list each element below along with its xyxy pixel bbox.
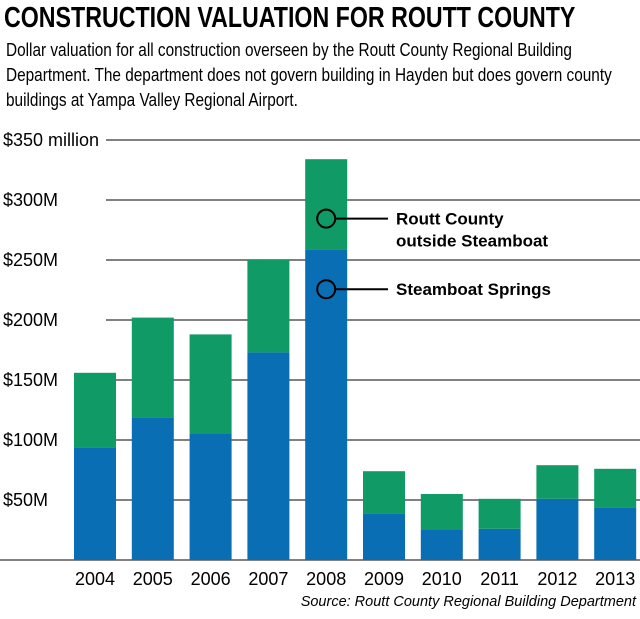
x-tick-label: 2007 xyxy=(248,569,288,589)
x-tick-label: 2009 xyxy=(364,569,404,589)
bar-segment-steamboat-springs-2008 xyxy=(305,249,348,560)
x-tick-label: 2013 xyxy=(595,569,635,589)
callout-label: outside Steamboat xyxy=(396,232,548,251)
bar-segment-steamboat-springs-2004 xyxy=(74,447,116,560)
x-tick-label: 2011 xyxy=(480,569,519,589)
bars xyxy=(74,159,637,560)
bar-segment-steamboat-springs-2006 xyxy=(189,434,232,560)
bar-segment-routt-county-outside-steamboat-2004 xyxy=(74,372,116,448)
chart-title: CONSTRUCTION VALUATION FOR ROUTT COUNTY xyxy=(4,2,576,34)
bar-segment-routt-county-outside-steamboat-2009 xyxy=(363,471,405,514)
y-tick-label: $200M xyxy=(3,310,58,330)
bar-segment-routt-county-outside-steamboat-2008 xyxy=(305,159,348,250)
y-tick-label: $300M xyxy=(3,190,58,210)
x-tick-label: 2012 xyxy=(537,569,577,589)
y-tick-label: $350 million xyxy=(3,130,99,150)
x-tick-label: 2008 xyxy=(306,569,346,589)
y-tick-label: $50M xyxy=(3,490,48,510)
x-axis-category-labels: 2004 2005 2006 2007 2008 2009 2010 2011 2012 2013 xyxy=(75,569,635,589)
y-tick-label: $100M xyxy=(3,430,58,450)
bar-segment-routt-county-outside-steamboat-2005 xyxy=(131,317,174,418)
bar-segment-steamboat-springs-2007 xyxy=(247,352,290,560)
callout-label: Routt County xyxy=(396,210,504,229)
x-tick-label: 2010 xyxy=(422,569,462,589)
bar-segment-steamboat-springs-2005 xyxy=(131,417,174,560)
bar-segment-steamboat-springs-2013 xyxy=(594,507,637,560)
bar-segment-routt-county-outside-steamboat-2011 xyxy=(478,498,521,529)
y-axis-tick-labels: $350 million $300M $250M $200M $150M $100M $50… xyxy=(3,130,99,510)
bar-segment-routt-county-outside-steamboat-2007 xyxy=(247,260,290,353)
bar-segment-routt-county-outside-steamboat-2006 xyxy=(189,334,232,434)
y-tick-label: $150M xyxy=(3,370,58,390)
bar-segment-routt-county-outside-steamboat-2012 xyxy=(536,465,579,499)
x-tick-label: 2005 xyxy=(133,569,173,589)
annotations: Routt County outside Steamboat Steamboat S… xyxy=(316,208,551,300)
callout-label: Steamboat Springs xyxy=(396,280,551,299)
bar-segment-routt-county-outside-steamboat-2010 xyxy=(420,494,463,530)
x-tick-label: 2006 xyxy=(191,569,231,589)
y-tick-label: $250M xyxy=(3,250,58,270)
source-note: Source: Routt County Regional Building D… xyxy=(300,594,636,610)
bar-segment-steamboat-springs-2010 xyxy=(420,530,463,560)
chart-subtitle: Dollar valuation for all construction ov… xyxy=(6,39,612,110)
x-tick-label: 2004 xyxy=(75,569,115,589)
bar-segment-steamboat-springs-2012 xyxy=(536,498,579,560)
bar-segment-steamboat-springs-2011 xyxy=(478,528,521,560)
bar-segment-steamboat-springs-2009 xyxy=(363,513,405,560)
bar-segment-routt-county-outside-steamboat-2013 xyxy=(594,468,637,508)
